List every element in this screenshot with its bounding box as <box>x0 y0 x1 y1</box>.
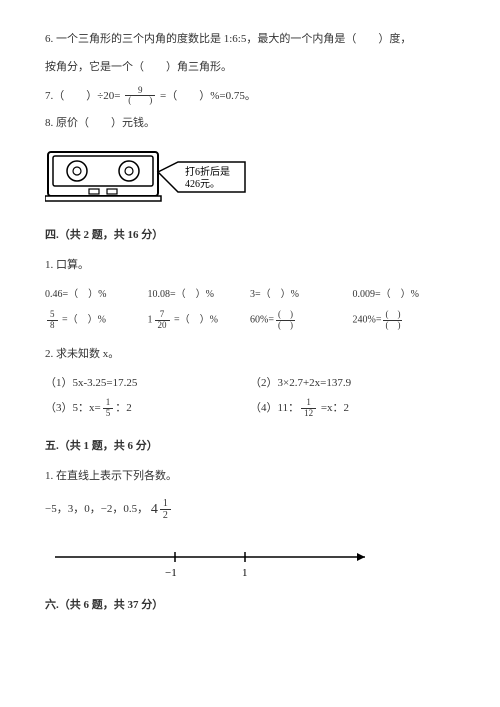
tag-line2: 426元。 <box>185 179 220 190</box>
calc-7-pre: 60%= <box>250 314 274 325</box>
number-line: −1 1 <box>45 542 455 582</box>
equation-2: （2）3×2.7+2x=137.9 <box>250 374 455 394</box>
calc-4: 0.009=（ ）% <box>353 286 456 304</box>
eq3-pre: （3）5：x= <box>45 402 101 414</box>
calc-row-2: 5 8 =（ ）% 1 7 20 =（ ）% 60%= ( ) ( ) 240%… <box>45 310 455 331</box>
eq3-tail: ：2 <box>115 402 132 414</box>
section-5-heading: 五.（共 1 题，共 6 分） <box>45 437 455 457</box>
calc-8: 240%= ( ) ( ) <box>353 310 456 331</box>
calc-2: 10.08=（ ）% <box>148 286 251 304</box>
pf-bot: ( ) <box>383 321 402 331</box>
frac-den: 8 <box>47 321 58 331</box>
equation-1: （1）5x-3.25=17.25 <box>45 374 250 394</box>
frac-den: 5 <box>103 409 114 419</box>
frac-1-5: 1 5 <box>103 398 114 419</box>
paren-frac-1: ( ) ( ) <box>276 310 295 331</box>
question-7: 7.（ ）÷20= 9 ( ) =（ ）%=0.75。 <box>45 86 455 107</box>
calc-6: 1 7 20 =（ ）% <box>148 310 251 331</box>
calc-5-tail: =（ ）% <box>60 314 106 325</box>
frac-den: 12 <box>301 409 316 419</box>
frac-den: 20 <box>155 321 170 331</box>
numline-text: −5，3，0，−2，0.5， <box>45 503 148 515</box>
nl-label-pos1: 1 <box>242 567 248 579</box>
number-line-values: −5，3，0，−2，0.5， 4 1 2 <box>45 497 455 522</box>
mixed-fraction: 4 1 2 <box>151 497 173 522</box>
question-6-line2: 按角分，它是一个（ ）角三角形。 <box>45 58 455 78</box>
section-4-heading: 四.（共 2 题，共 16 分） <box>45 226 455 246</box>
tag-line1: 打6折后是 <box>185 165 230 178</box>
eq4-pre: （4）11： <box>250 402 299 414</box>
frac-1-12: 1 12 <box>301 398 316 419</box>
section-6-heading: 六.（共 6 题，共 37 分） <box>45 596 455 616</box>
eq4-tail: =x：2 <box>318 402 349 414</box>
equation-row: （1）5x-3.25=17.25 （2）3×2.7+2x=137.9 （3）5：… <box>45 374 455 423</box>
q7-suffix: =（ ）%=0.75。 <box>160 90 256 102</box>
calc-3: 3=（ ）% <box>250 286 353 304</box>
calc-7: 60%= ( ) ( ) <box>250 310 353 331</box>
bf-whole: 4 <box>151 502 158 517</box>
section-4-q2: 2. 求未知数 x。 <box>45 345 455 365</box>
q7-fraction: 9 ( ) <box>125 86 155 107</box>
calc-6-pre: 1 <box>148 314 153 325</box>
bf-den: 2 <box>160 510 171 521</box>
question-6-line1: 6. 一个三角形的三个内角的度数比是 1:6:5，最大的一个内角是（ ）度， <box>45 30 455 50</box>
equation-4: （4）11： 1 12 =x：2 <box>250 398 455 419</box>
calc-row-1: 0.46=（ ）% 10.08=（ ）% 3=（ ）% 0.009=（ ）% <box>45 286 455 304</box>
nl-label-neg1: −1 <box>165 567 177 579</box>
section-5-q1: 1. 在直线上表示下列各数。 <box>45 467 455 487</box>
frac-7-20: 7 20 <box>155 310 170 331</box>
paren-frac-2: ( ) ( ) <box>383 310 402 331</box>
frac-5-8: 5 8 <box>47 310 58 331</box>
q7-denominator: ( ) <box>125 96 155 106</box>
calc-8-pre: 240%= <box>353 314 382 325</box>
question-8: 8. 原价（ ）元钱。 <box>45 114 455 134</box>
q7-prefix: 7.（ ）÷20= <box>45 90 121 102</box>
section-4-q1: 1. 口算。 <box>45 256 455 276</box>
bf-num: 1 <box>160 498 171 510</box>
pf-bot: ( ) <box>276 321 295 331</box>
bf-frac: 1 2 <box>160 498 171 521</box>
calc-5: 5 8 =（ ）% <box>45 310 148 331</box>
calc-6-tail: =（ ）% <box>172 314 218 325</box>
stove-illustration: 打6折后是 426元。 <box>45 142 455 212</box>
equation-3: （3）5：x= 1 5 ：2 <box>45 398 250 419</box>
calc-1: 0.46=（ ）% <box>45 286 148 304</box>
